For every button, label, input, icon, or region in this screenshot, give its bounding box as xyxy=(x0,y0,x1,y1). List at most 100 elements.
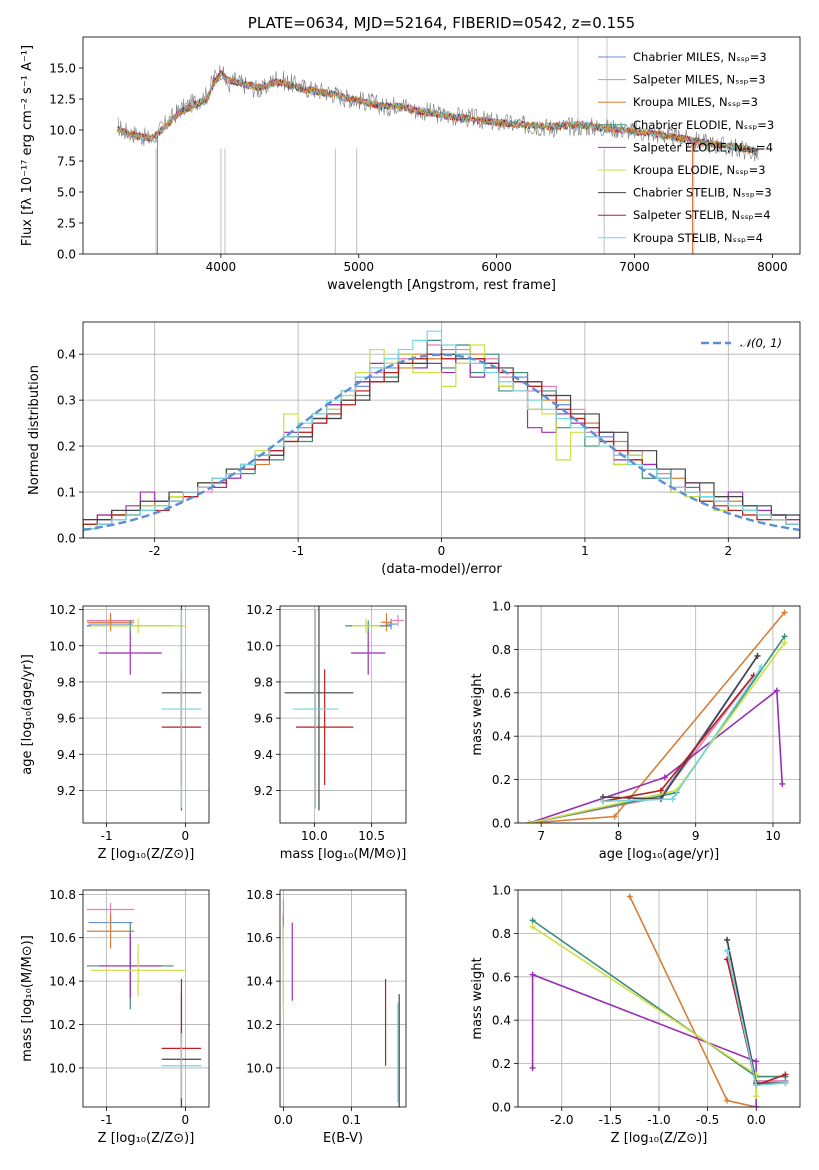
y-tick-label: 10.0 xyxy=(246,639,273,653)
histogram-step xyxy=(83,330,800,538)
weight-line xyxy=(602,655,759,800)
x-tick-label: 10 xyxy=(765,829,780,843)
errorbar-point xyxy=(351,631,386,675)
y-tick-label: 9.8 xyxy=(57,675,76,689)
x-tick-label: 8 xyxy=(615,829,623,843)
y-tick-label: 1.0 xyxy=(492,600,511,614)
weight-marker xyxy=(753,1093,760,1100)
y-tick-label: 9.2 xyxy=(57,784,76,798)
ebv-mass-panel: 0.0 0.1 10.0 10.2 10.4 10.6 10.8 E(B-V) xyxy=(246,888,407,1146)
x-tick-label: 5000 xyxy=(343,260,374,274)
weight-marker xyxy=(781,633,788,640)
y-tick-label: 1.0 xyxy=(492,884,511,898)
weight-marker xyxy=(657,787,664,794)
weight-marker xyxy=(754,652,761,659)
y-tick-label: 0.3 xyxy=(57,394,76,408)
legend-label: Salpeter MILES, Nₛₛₚ=3 xyxy=(633,73,766,87)
legend: Chabrier MILES, Nₛₛₚ=3 Salpeter MILES, Nₛ… xyxy=(598,50,774,245)
weight-marker xyxy=(669,796,676,803)
errorbar-point xyxy=(161,1033,202,1099)
y-tick-label: 0.2 xyxy=(492,773,511,787)
errorbar-point xyxy=(380,613,393,632)
y-tick-label: 0.6 xyxy=(492,970,511,984)
spectrum-panel: 4000 5000 6000 7000 8000 0.0 2.5 5.0 7.5 10.0 12.5… xyxy=(20,14,801,293)
y-tick-label: 0.8 xyxy=(492,927,511,941)
weight-marker xyxy=(782,1071,789,1078)
normal-reference-curve xyxy=(83,353,800,532)
weight-marker xyxy=(753,1082,760,1089)
axes-frame xyxy=(82,36,801,255)
errorbar-point xyxy=(385,618,397,630)
x-tick-label: 7000 xyxy=(619,260,650,274)
z-weight-panel: -2.0 -1.5 -1.0 -0.5 0.0 0.0 0.2 0.4 0.6 0.8 1.0 Z [… xyxy=(470,884,801,1146)
weight-marker xyxy=(758,663,765,670)
x-tick-label: -1 xyxy=(101,829,113,843)
y-tick-label: 0.0 xyxy=(57,248,76,262)
x-tick-label: -1.5 xyxy=(599,1113,622,1127)
x-axis-label: Z [log₁₀(Z/Z⊙)] xyxy=(611,1131,708,1146)
x-axis-label: mass [log₁₀(M/M⊙)] xyxy=(280,847,407,862)
x-tick-label: 10.5 xyxy=(358,829,385,843)
y-tick-label: 0.2 xyxy=(492,1057,511,1071)
x-tick-label: 0 xyxy=(438,544,446,558)
y-tick-label: 0.4 xyxy=(57,348,76,362)
x-tick-label: 8000 xyxy=(757,260,788,274)
x-axis-label: Z [log₁₀(Z/Z⊙)] xyxy=(98,847,195,862)
x-tick-label: -0.5 xyxy=(696,1113,719,1127)
weight-marker xyxy=(599,798,606,805)
y-tick-label: 0.0 xyxy=(492,817,511,831)
weight-marker xyxy=(526,820,533,823)
weight-marker xyxy=(529,917,536,924)
model-spectrum-line xyxy=(117,70,759,154)
y-axis-label: mass weight xyxy=(470,673,485,755)
weight-line xyxy=(602,666,763,803)
y-tick-label: 10.2 xyxy=(49,603,76,617)
weight-marker xyxy=(529,1064,536,1071)
legend-label: Chabrier MILES, Nₛₛₚ=3 xyxy=(633,50,767,64)
legend-label: Salpeter STELIB, Nₛₛₚ=4 xyxy=(633,208,771,222)
y-tick-label: 15.0 xyxy=(49,62,76,76)
y-tick-label: 9.6 xyxy=(254,712,273,726)
weight-marker xyxy=(781,609,788,616)
weight-marker xyxy=(773,687,780,694)
plot-area xyxy=(529,893,789,1107)
x-tick-label: 2 xyxy=(724,544,732,558)
plot-area xyxy=(117,37,759,254)
x-tick-label: -1 xyxy=(101,1113,113,1127)
x-axis-label: wavelength [Angstrom, rest frame] xyxy=(327,278,556,293)
y-tick-label: 9.6 xyxy=(57,712,76,726)
x-axis-label: Z [log₁₀(Z/Z⊙)] xyxy=(98,1131,195,1146)
weight-line xyxy=(531,973,758,1107)
y-tick-label: 10.0 xyxy=(49,639,76,653)
x-tick-label: 1 xyxy=(581,544,589,558)
y-tick-label: 10.0 xyxy=(49,1061,76,1075)
axes-frame xyxy=(517,605,801,824)
x-tick-label: -1 xyxy=(292,544,304,558)
errorbar-point xyxy=(292,609,339,809)
weight-marker xyxy=(724,936,731,943)
y-tick-label: 10.6 xyxy=(49,931,76,945)
y-tick-label: 10.8 xyxy=(246,888,273,902)
y-tick-label: 0.4 xyxy=(492,730,511,744)
y-tick-label: 2.5 xyxy=(57,217,76,231)
x-tick-label: 0 xyxy=(182,829,190,843)
z-mass-panel: -1 0 10.0 10.2 10.4 10.6 10.8 Z [log₁₀(Z/Z⊙)] ma… xyxy=(20,888,210,1146)
legend-label: 𝒩(0, 1) xyxy=(740,336,782,350)
weight-marker xyxy=(753,1104,760,1107)
y-tick-label: 0.0 xyxy=(57,532,76,546)
y-tick-label: 10.8 xyxy=(49,888,76,902)
plot-area xyxy=(282,898,400,1107)
axes-frame xyxy=(82,605,210,824)
x-tick-label: -1.0 xyxy=(647,1113,670,1127)
y-tick-label: 10.4 xyxy=(49,975,76,989)
weight-marker xyxy=(611,813,618,820)
x-tick-label: 0.0 xyxy=(747,1113,766,1127)
weight-marker xyxy=(782,1080,789,1087)
axes-frame xyxy=(82,321,801,539)
x-tick-label: 9 xyxy=(692,829,700,843)
axes-frame xyxy=(82,889,210,1108)
plot-area xyxy=(284,606,404,811)
z-age-panel: -1 0 9.2 9.4 9.6 9.8 10.0 10.2 Z [log₁₀(Z/Z⊙)] ag… xyxy=(20,603,210,862)
weight-line xyxy=(529,689,783,823)
